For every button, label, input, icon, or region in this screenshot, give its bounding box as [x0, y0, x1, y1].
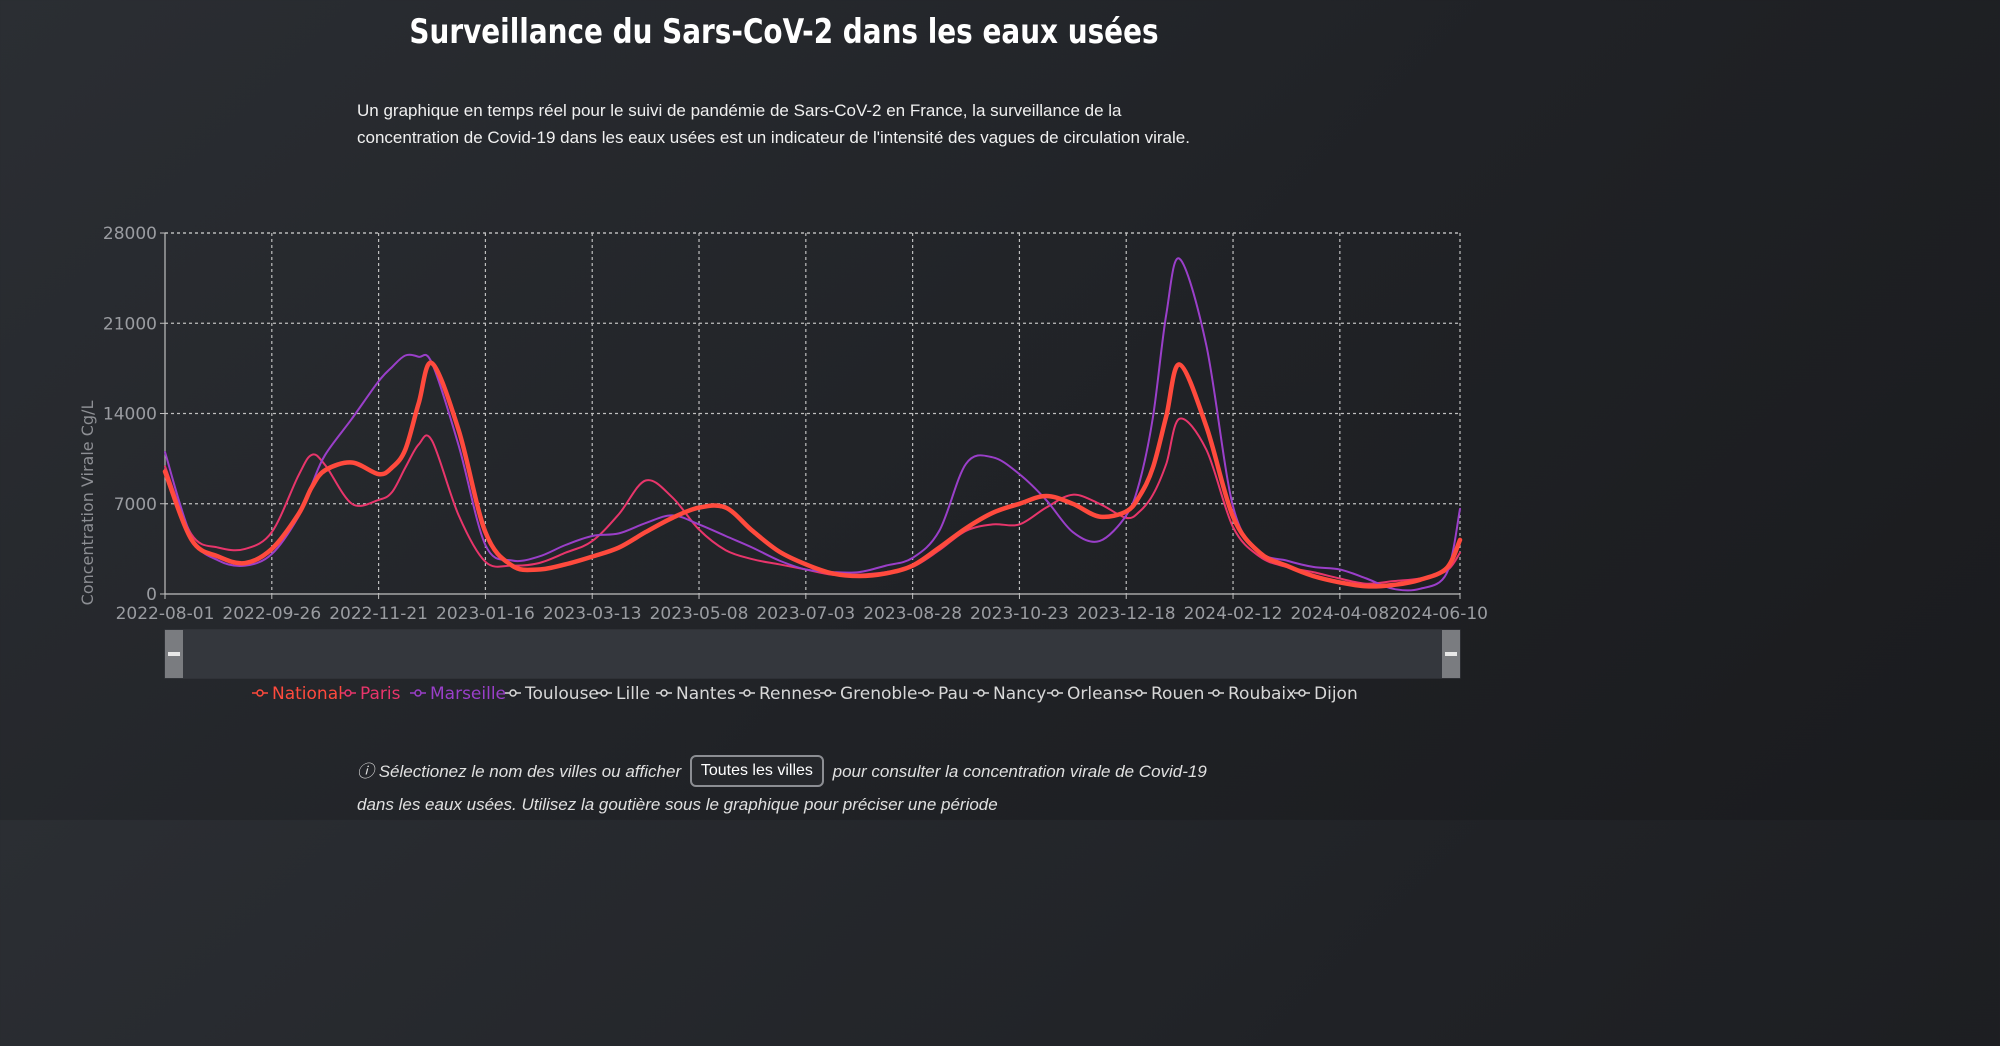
- x-tick-label: 2023-12-18: [1077, 604, 1176, 624]
- legend-item-national[interactable]: National: [252, 684, 343, 704]
- legend-dot-icon: [414, 689, 422, 697]
- legend-dot-icon: [1135, 689, 1143, 697]
- x-axis: 2022-08-01 2022-09-26 2022-11-21 2023-01-16…: [116, 593, 1488, 624]
- legend-label: Nancy: [993, 684, 1046, 704]
- legend-dot-icon: [600, 689, 608, 697]
- legend-item-paris[interactable]: Paris: [340, 684, 401, 704]
- range-slider: [164, 629, 1461, 679]
- legend-label: Lille: [616, 684, 650, 704]
- footer-text-before: ⓘ Sélectionez le nom des villes ou affic…: [357, 762, 682, 781]
- legend-item-nancy[interactable]: Nancy: [973, 684, 1046, 704]
- legend-dot-icon: [824, 689, 832, 697]
- legend-item-dijon[interactable]: Dijon: [1294, 684, 1358, 704]
- x-tick-label: 2023-08-28: [863, 604, 962, 624]
- legend-item-grenoble[interactable]: Grenoble: [820, 684, 917, 704]
- legend-label: Paris: [360, 684, 401, 704]
- legend-dot-icon: [256, 689, 264, 697]
- y-tick-label: 0: [146, 585, 157, 605]
- chart-legend: National Paris Marseille Toulouse Lille Nante…: [252, 684, 1358, 704]
- legend-dot-icon: [743, 689, 751, 697]
- x-tick-label: 2023-03-13: [543, 604, 642, 624]
- legend-label: Rennes: [759, 684, 822, 704]
- page-title: Surveillance du Sars-CoV-2 dans les eaux…: [409, 12, 1159, 52]
- x-tick-label: 2023-05-08: [650, 604, 749, 624]
- all-cities-button[interactable]: Toutes les villes: [689, 754, 824, 787]
- legend-item-lille[interactable]: Lille: [596, 684, 650, 704]
- x-tick-label: 2022-08-01: [116, 604, 215, 624]
- x-tick-label: 2022-11-21: [329, 604, 428, 624]
- legend-dot-icon: [660, 689, 668, 697]
- legend-dot-icon: [1051, 689, 1059, 697]
- legend-dot-icon: [977, 689, 985, 697]
- x-tick-label: 2023-10-23: [970, 604, 1069, 624]
- legend-label: Orleans: [1067, 684, 1133, 704]
- legend-item-rennes[interactable]: Rennes: [739, 684, 822, 704]
- x-tick-label: 2024-02-12: [1184, 604, 1283, 624]
- y-tick-label: 14000: [103, 405, 157, 425]
- x-tick-label: 2023-07-03: [756, 604, 855, 624]
- legend-label: Toulouse: [524, 684, 599, 704]
- legend-dot-icon: [344, 689, 352, 697]
- legend-dot-icon: [1212, 689, 1220, 697]
- footer-help: ⓘ Sélectionez le nom des villes ou affic…: [357, 754, 1217, 821]
- y-tick-label: 21000: [103, 314, 157, 334]
- legend-item-marseille[interactable]: Marseille: [410, 684, 506, 704]
- legend-item-toulouse[interactable]: Toulouse: [505, 684, 599, 704]
- legend-item-orleans[interactable]: Orleans: [1047, 684, 1133, 704]
- legend-dot-icon: [1298, 689, 1306, 697]
- slider-selection[interactable]: [165, 630, 1460, 678]
- y-axis: 0 7000 14000 21000 28000: [103, 224, 166, 605]
- slider-grip-icon: [168, 652, 180, 656]
- legend-label: Dijon: [1314, 684, 1358, 704]
- series-line-national: [162, 360, 1463, 589]
- legend-item-nantes[interactable]: Nantes: [656, 684, 736, 704]
- legend-item-pau[interactable]: Pau: [918, 684, 969, 704]
- legend-item-roubaix[interactable]: Roubaix: [1208, 684, 1296, 704]
- slider-grip-icon: [1445, 652, 1457, 656]
- legend-label: Grenoble: [840, 684, 917, 704]
- legend-dot-icon: [922, 689, 930, 697]
- x-tick-label: 2023-01-16: [436, 604, 535, 624]
- chart-grid: [165, 232, 1461, 594]
- y-tick-label: 7000: [114, 495, 157, 515]
- legend-label: Rouen: [1151, 684, 1204, 704]
- legend-item-rouen[interactable]: Rouen: [1131, 684, 1204, 704]
- y-axis-title: Concentration Virale Cg/L: [78, 401, 97, 606]
- legend-label: National: [272, 684, 343, 704]
- footer-text-after: pour consulter la concentration virale d…: [357, 762, 1207, 814]
- legend-label: Nantes: [676, 684, 736, 704]
- x-tick-label: 2024-04-08: [1290, 604, 1389, 624]
- y-tick-label: 28000: [103, 224, 157, 244]
- page-description: Un graphique en temps réel pour le suivi…: [357, 101, 1190, 147]
- series-line-marseille: [164, 257, 1461, 592]
- x-tick-label: 2024-06-10: [1389, 604, 1488, 624]
- x-tick-label: 2022-09-26: [222, 604, 321, 624]
- chart-series-lines: [162, 257, 1463, 592]
- legend-dot-icon: [509, 689, 517, 697]
- legend-label: Roubaix: [1228, 684, 1296, 704]
- line-chart: 0 7000 14000 21000 28000 2022-08-01 2022-09-2…: [78, 224, 1488, 704]
- legend-label: Pau: [938, 684, 969, 704]
- legend-label: Marseille: [430, 684, 506, 704]
